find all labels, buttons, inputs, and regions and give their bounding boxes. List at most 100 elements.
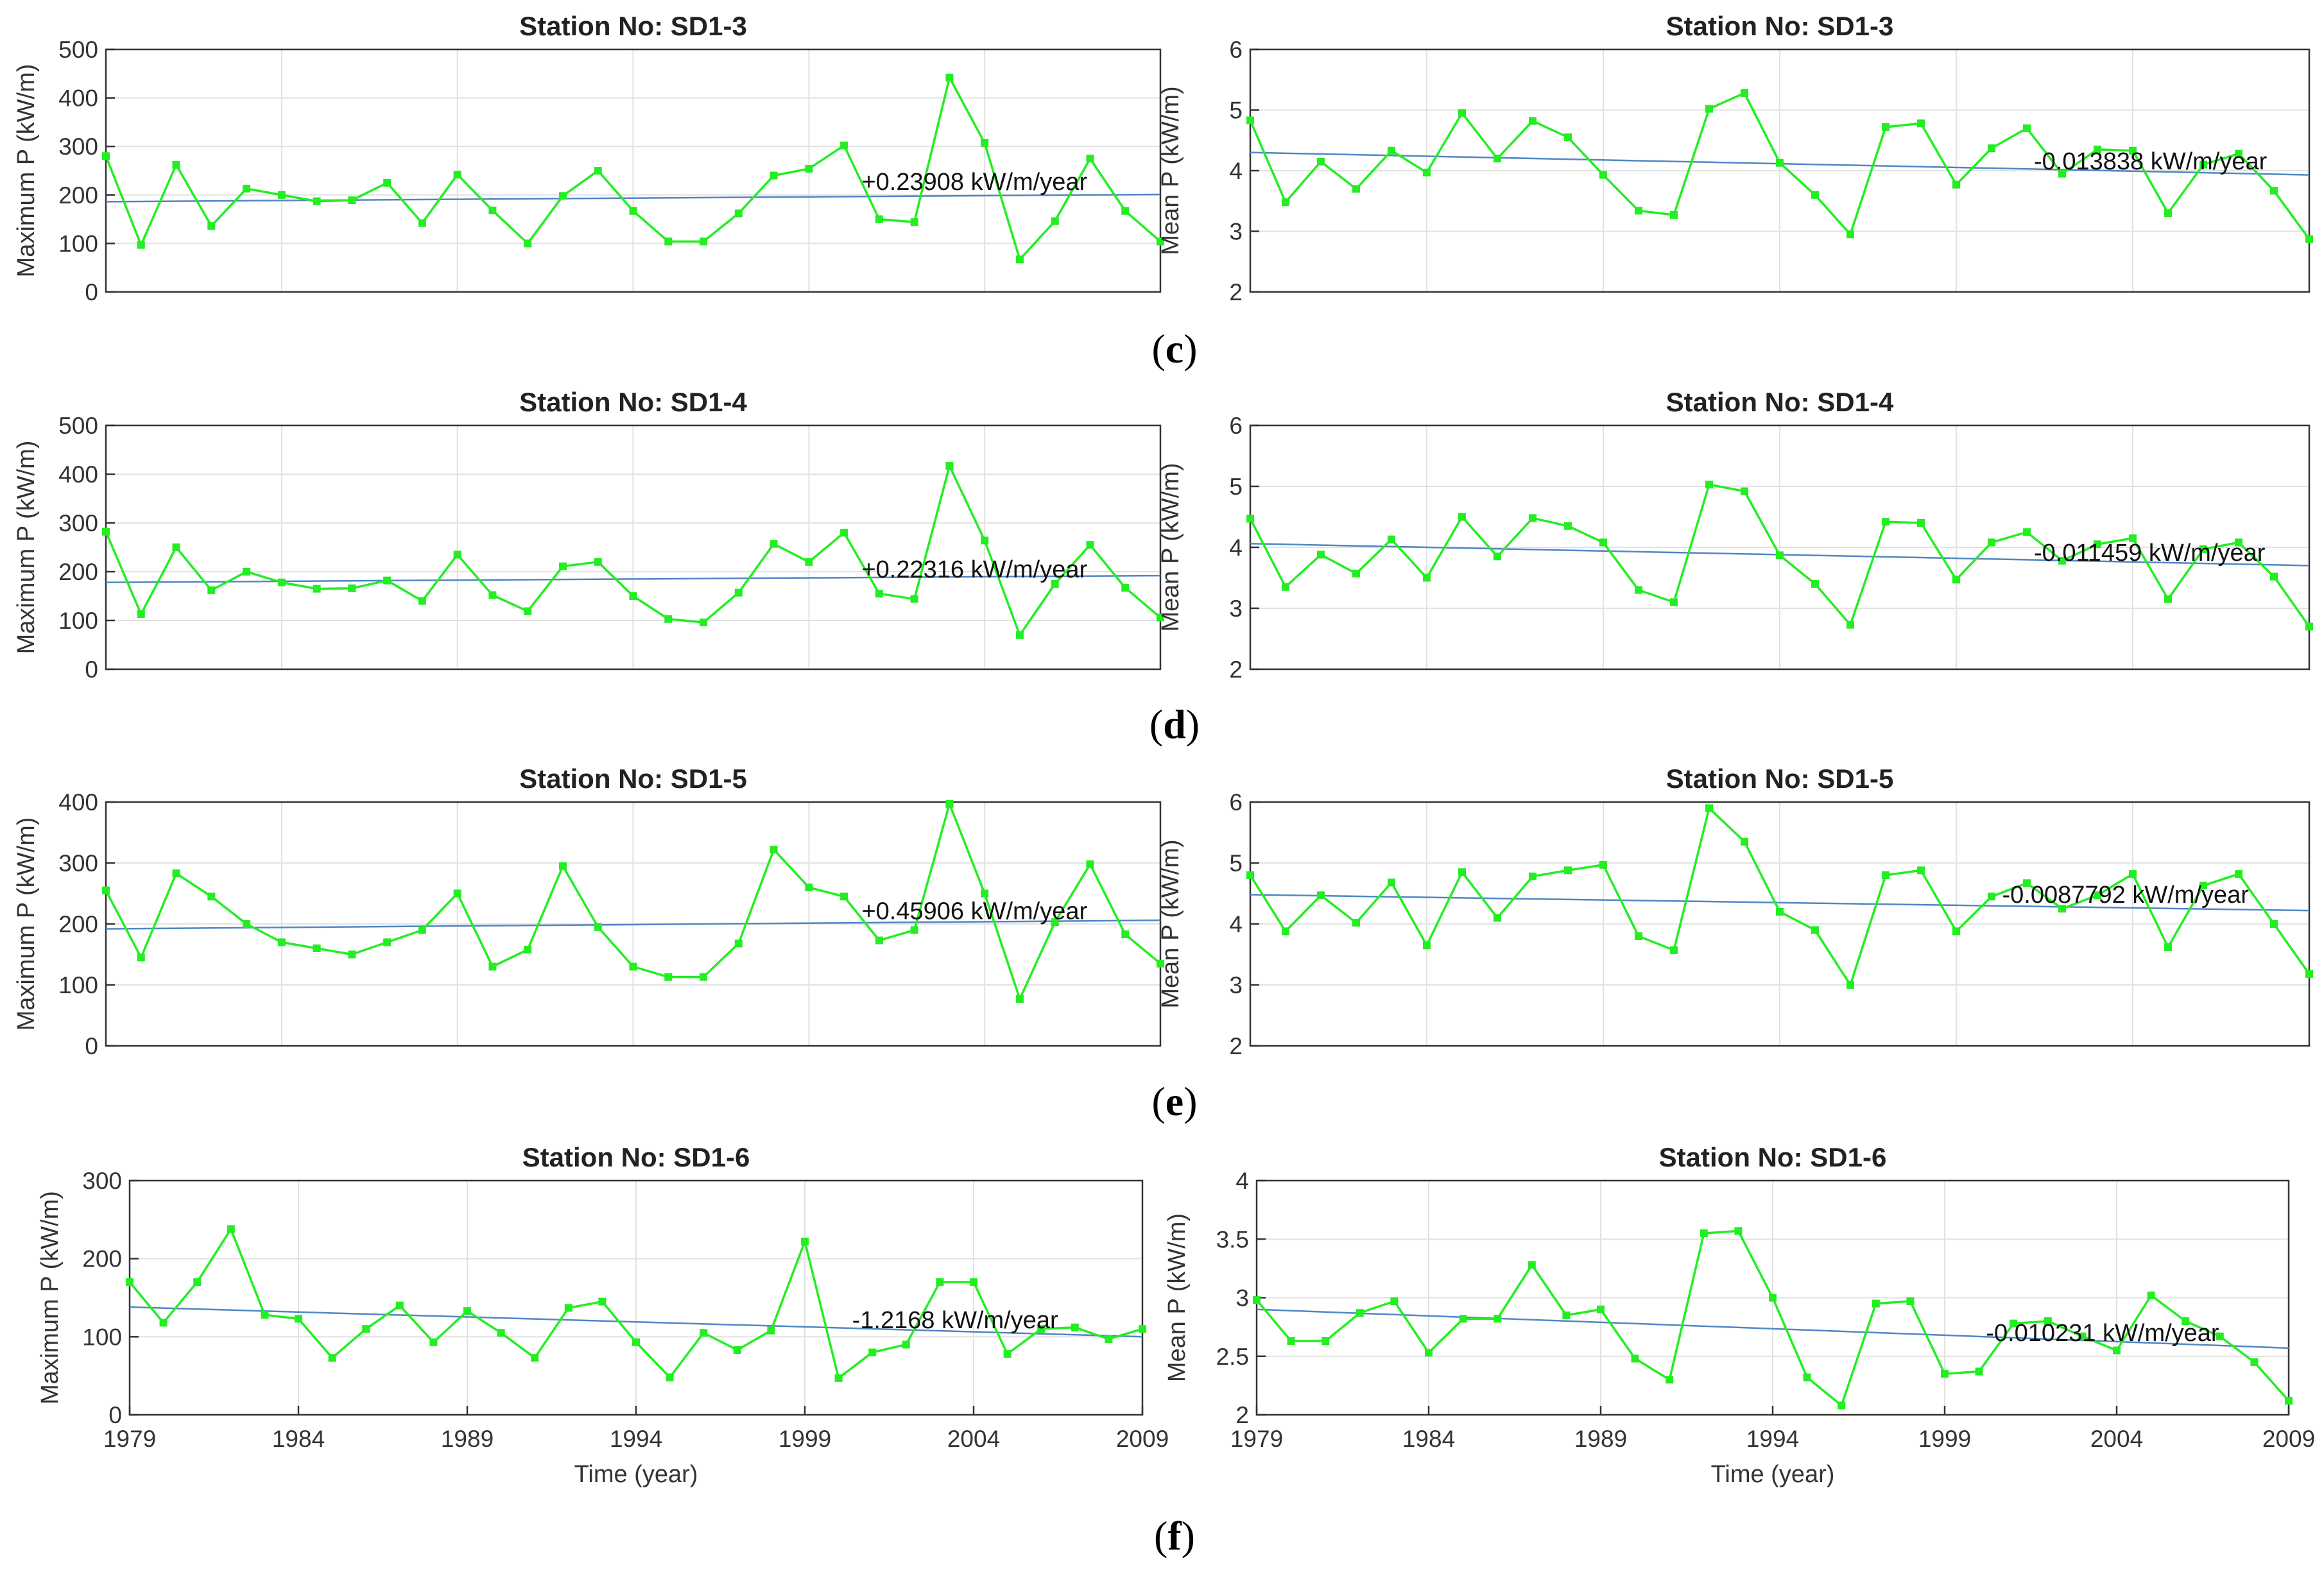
trend-annotation: +0.22316 kW/m/year — [861, 556, 1087, 583]
data-point — [981, 536, 989, 545]
y-tick-label: 0 — [85, 656, 98, 683]
data-point — [1423, 941, 1431, 950]
data-point — [1846, 620, 1854, 629]
data-point — [1562, 1311, 1571, 1319]
trend-annotation: -1.2168 kW/m/year — [852, 1307, 1058, 1334]
data-point — [463, 1307, 471, 1315]
data-point — [1705, 105, 1713, 113]
data-point — [172, 869, 180, 878]
y-tick-label: 6 — [1229, 789, 1243, 816]
data-point — [137, 953, 145, 962]
panel-label: (e) — [1151, 1079, 1197, 1124]
data-point — [902, 1340, 910, 1349]
data-point — [1459, 1315, 1467, 1323]
data-point — [1139, 1325, 1146, 1333]
x-tick-label: 2009 — [1116, 1426, 1169, 1452]
x-axis-label: Time (year) — [1711, 1461, 1835, 1488]
data-point — [1121, 584, 1130, 592]
data-point — [1741, 837, 1748, 846]
x-tick-label: 1984 — [272, 1426, 325, 1452]
data-point — [1529, 872, 1536, 880]
data-point — [1734, 1227, 1743, 1235]
data-point — [2305, 622, 2313, 631]
data-point — [207, 893, 216, 901]
data-point — [172, 543, 180, 551]
data-point — [1121, 930, 1130, 939]
data-point — [1390, 1297, 1399, 1305]
data-point — [2199, 160, 2207, 169]
data-point — [664, 973, 673, 981]
data-point — [1352, 569, 1360, 577]
y-tick-label: 0 — [85, 1033, 98, 1059]
data-point — [1705, 804, 1713, 812]
y-tick-label: 3 — [1235, 1285, 1249, 1312]
data-point — [2129, 146, 2137, 155]
data-point — [770, 846, 778, 854]
data-point — [159, 1319, 168, 1327]
data-point — [734, 588, 743, 597]
chart-title: Station No: SD1-4 — [1666, 387, 1894, 417]
data-point — [497, 1329, 505, 1337]
x-tick-label: 1999 — [1918, 1426, 1971, 1452]
data-point — [1882, 518, 1889, 526]
panel-label-close: ) — [1184, 326, 1197, 372]
data-point — [945, 462, 954, 470]
y-tick-label: 5 — [1229, 98, 1243, 124]
data-point — [632, 1338, 640, 1346]
data-point — [1071, 1323, 1079, 1331]
data-point — [2270, 187, 2278, 195]
data-point — [1086, 155, 1094, 163]
chart-title: Station No: SD1-3 — [1666, 11, 1894, 41]
x-tick-label: 1979 — [103, 1426, 156, 1452]
data-point — [2044, 1317, 2052, 1325]
data-point — [2164, 943, 2172, 952]
data-point — [834, 1374, 843, 1382]
data-point — [1564, 522, 1572, 530]
y-axis-label: Maximum P (kW/m) — [37, 1191, 64, 1405]
y-tick-label: 100 — [58, 608, 98, 634]
y-tick-label: 500 — [58, 413, 98, 439]
trend-annotation: -0.0087792 kW/m/year — [2002, 882, 2250, 909]
y-tick-label: 2 — [1235, 1402, 1249, 1428]
y-tick-label: 3 — [1229, 972, 1243, 998]
data-point — [805, 558, 813, 566]
data-point — [1882, 123, 1889, 131]
data-point — [1321, 1337, 1330, 1346]
data-point — [418, 926, 426, 934]
data-point — [2129, 534, 2137, 542]
data-point — [2235, 870, 2242, 878]
y-axis-label: Mean P (kW/m) — [1157, 86, 1184, 255]
trend-annotation: +0.45906 kW/m/year — [861, 898, 1087, 925]
data-point — [383, 576, 392, 585]
data-point — [1846, 230, 1854, 239]
data-point — [2147, 1291, 2155, 1299]
data-point — [594, 167, 602, 175]
data-point — [1564, 866, 1572, 875]
data-point — [910, 926, 918, 934]
data-point — [453, 889, 461, 898]
data-point — [277, 578, 286, 586]
trend-annotation: -0.011459 kW/m/year — [2034, 540, 2266, 567]
data-point — [1872, 1299, 1880, 1308]
data-point — [2270, 572, 2278, 581]
panel-label: (d) — [1149, 701, 1200, 747]
data-point — [700, 237, 708, 246]
y-tick-label: 5 — [1229, 474, 1243, 500]
data-point — [2182, 1317, 2190, 1325]
data-point — [1388, 535, 1395, 543]
data-point — [666, 1373, 674, 1381]
x-tick-label: 1994 — [1746, 1426, 1799, 1452]
data-point — [261, 1311, 269, 1319]
data-point — [1838, 1401, 1846, 1410]
x-tick-label: 1999 — [779, 1426, 831, 1452]
data-point — [1635, 586, 1642, 594]
data-point — [172, 160, 180, 169]
trend-annotation: -0.013838 kW/m/year — [2034, 148, 2268, 175]
data-point — [1564, 133, 1572, 142]
data-point — [2058, 556, 2066, 565]
data-point — [1246, 515, 1254, 523]
data-point — [770, 540, 778, 548]
data-point — [1282, 927, 1289, 936]
data-point — [1356, 1309, 1364, 1317]
